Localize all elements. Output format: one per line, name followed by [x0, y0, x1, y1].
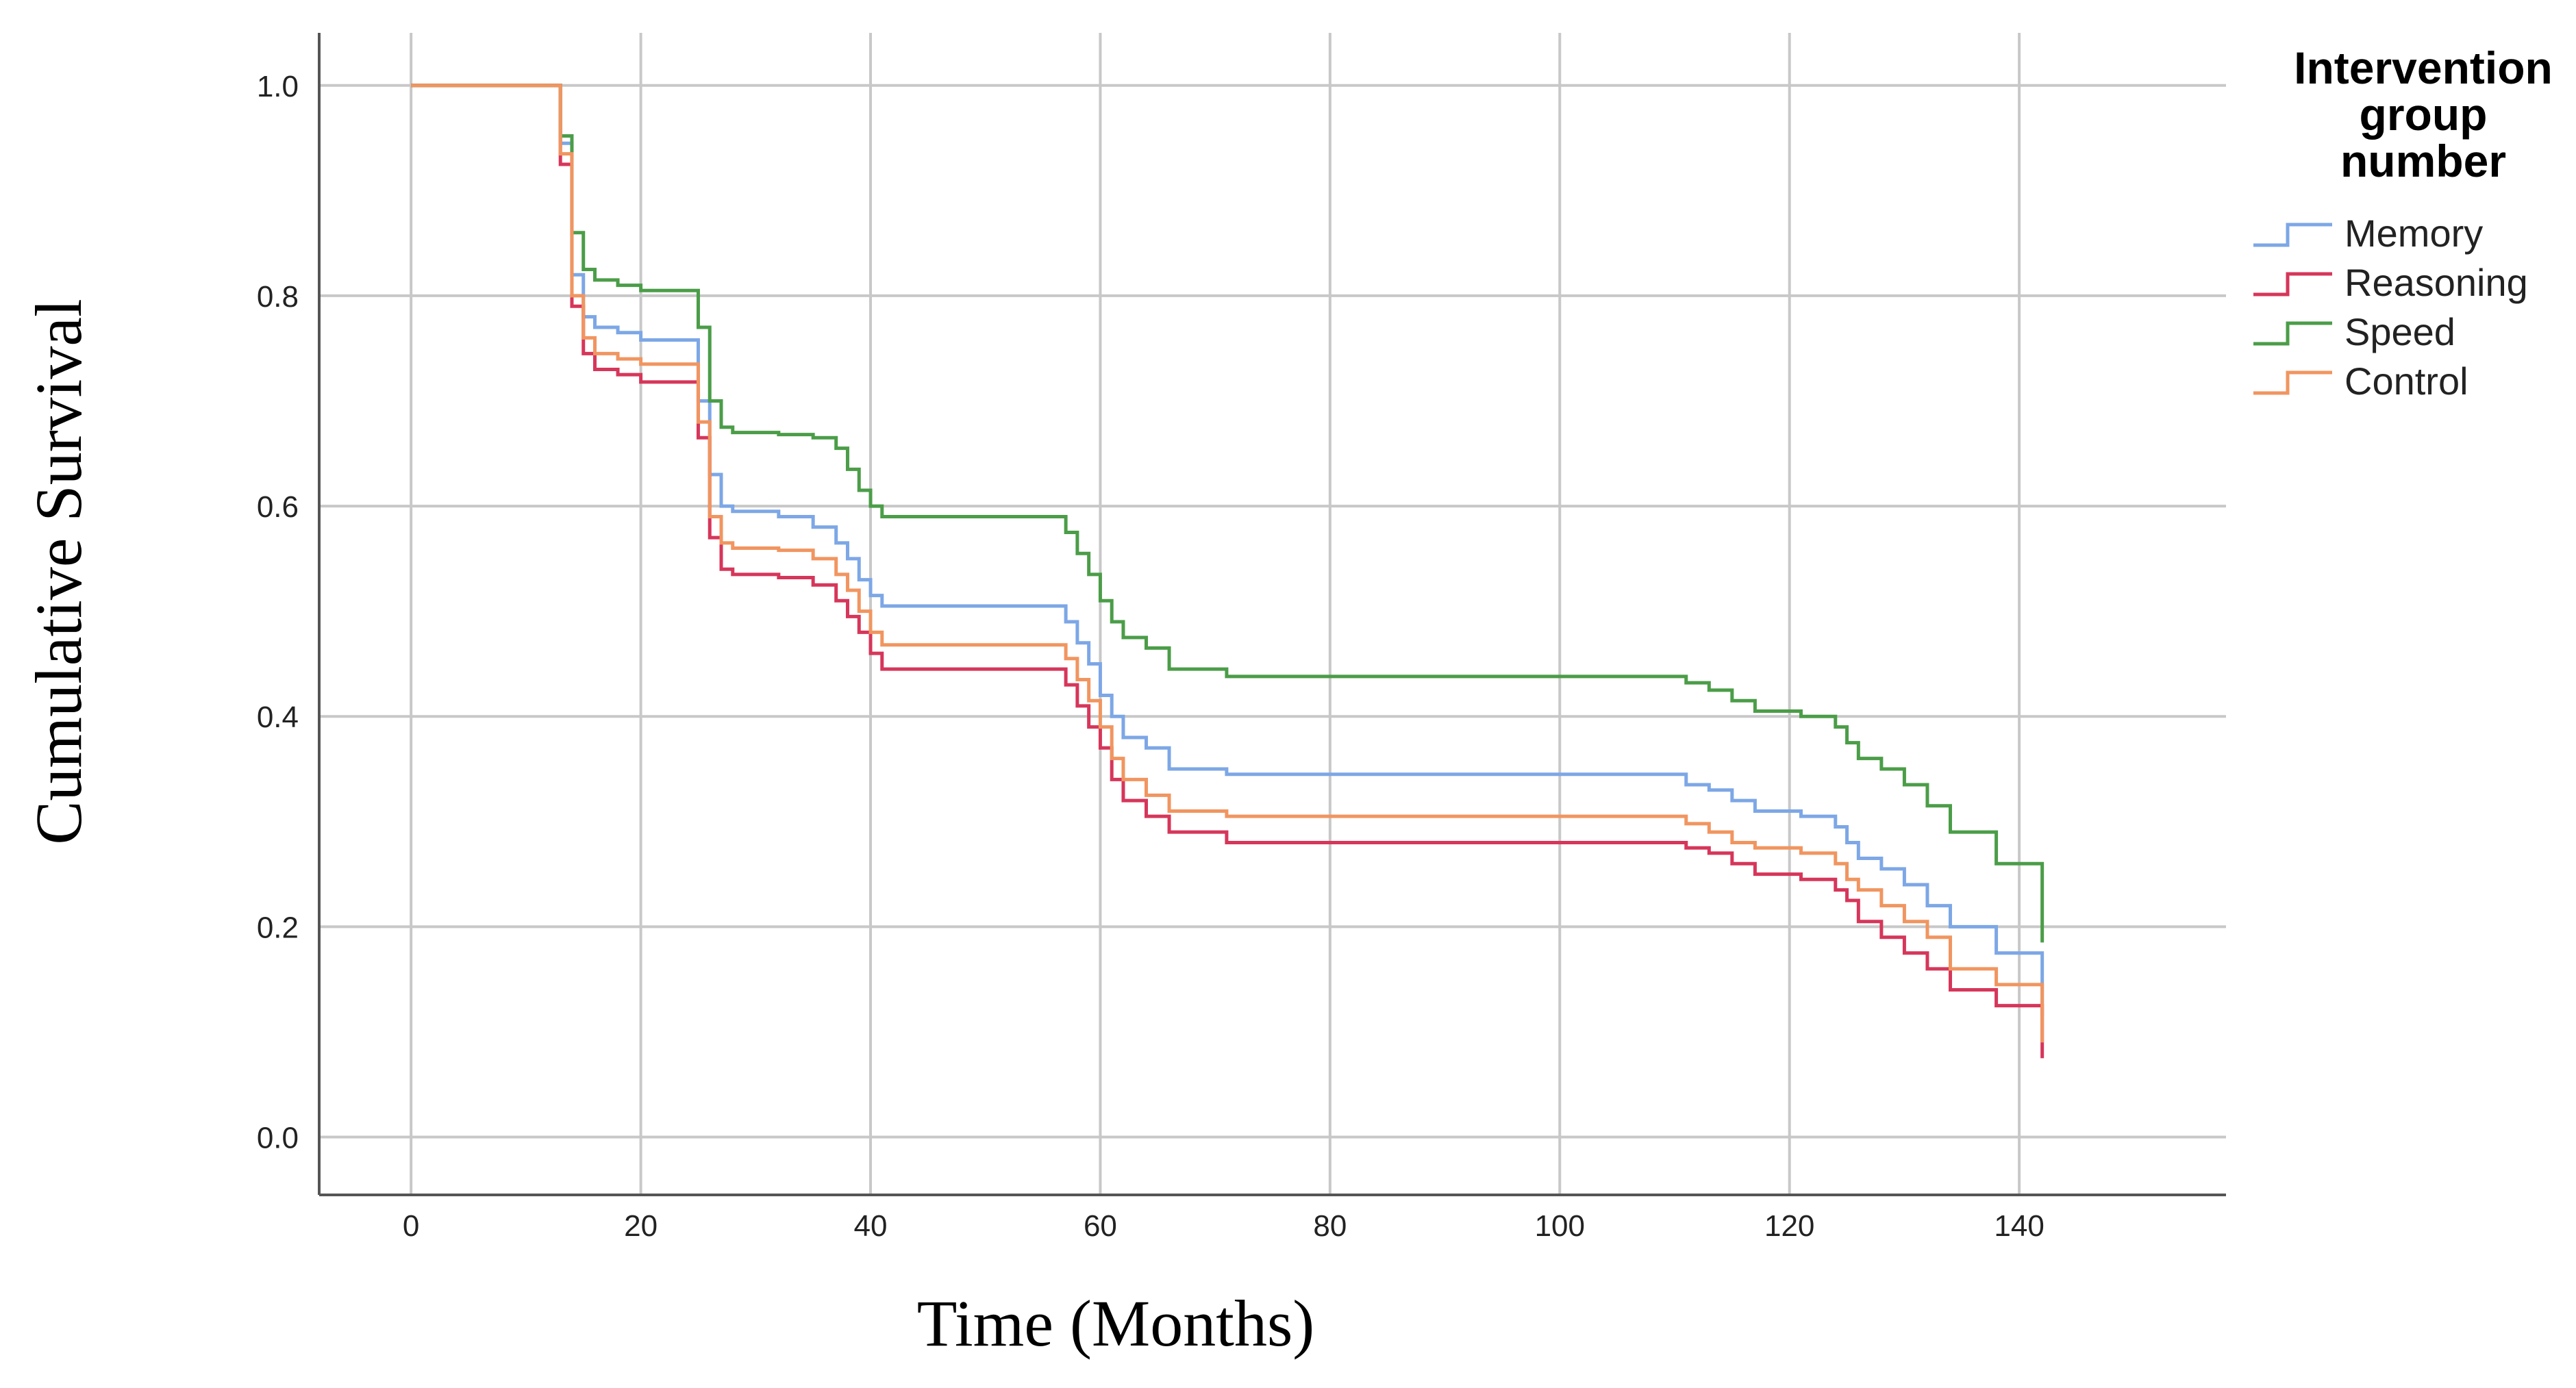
series-lines [411, 84, 2044, 1059]
legend-title-line: Intervention [2294, 42, 2553, 93]
x-tick-label: 20 [624, 1209, 658, 1243]
legend-label-reasoning: Reasoning [2344, 261, 2528, 304]
x-tick-label: 40 [854, 1209, 888, 1243]
x-axis-title: Time (Months) [917, 1287, 1315, 1360]
legend-swatch-control [2253, 370, 2332, 395]
legend-swatch-memory [2253, 223, 2332, 247]
y-tick-label: 0.0 [257, 1122, 299, 1155]
grid-lines [319, 33, 2226, 1195]
y-axis-title: Cumulative Survival [22, 299, 95, 844]
x-tick-label: 0 [403, 1209, 419, 1243]
x-tick-label: 100 [1535, 1209, 1585, 1243]
series-line-control [411, 84, 2044, 1043]
axes [318, 33, 2226, 1196]
y-tick-labels: 0.0 0.2 0.4 0.6 0.8 1.0 [257, 70, 299, 1155]
legend-label-memory: Memory [2344, 212, 2483, 255]
x-tick-label: 80 [1313, 1209, 1347, 1243]
y-tick-label: 0.2 [257, 911, 299, 944]
x-tick-labels: 0 20 40 60 80 100 120 140 [403, 1209, 2044, 1243]
series-line-memory [411, 84, 2044, 1016]
x-tick-label: 120 [1764, 1209, 1814, 1243]
series-line-speed [411, 84, 2044, 943]
legend-swatch-speed [2253, 321, 2332, 346]
legend-label-control: Control [2344, 359, 2468, 403]
y-tick-label: 0.8 [257, 280, 299, 314]
legend-label-speed: Speed [2344, 310, 2455, 353]
y-tick-label: 1.0 [257, 70, 299, 103]
legend-title-line: group [2360, 89, 2488, 140]
x-tick-label: 140 [1994, 1209, 2044, 1243]
legend-swatch-reasoning [2253, 272, 2332, 296]
legend-title-line: number [2340, 136, 2506, 186]
x-tick-label: 60 [1084, 1209, 1117, 1243]
series-line-reasoning [411, 84, 2044, 1059]
y-tick-label: 0.6 [257, 490, 299, 524]
y-tick-label: 0.4 [257, 701, 299, 734]
